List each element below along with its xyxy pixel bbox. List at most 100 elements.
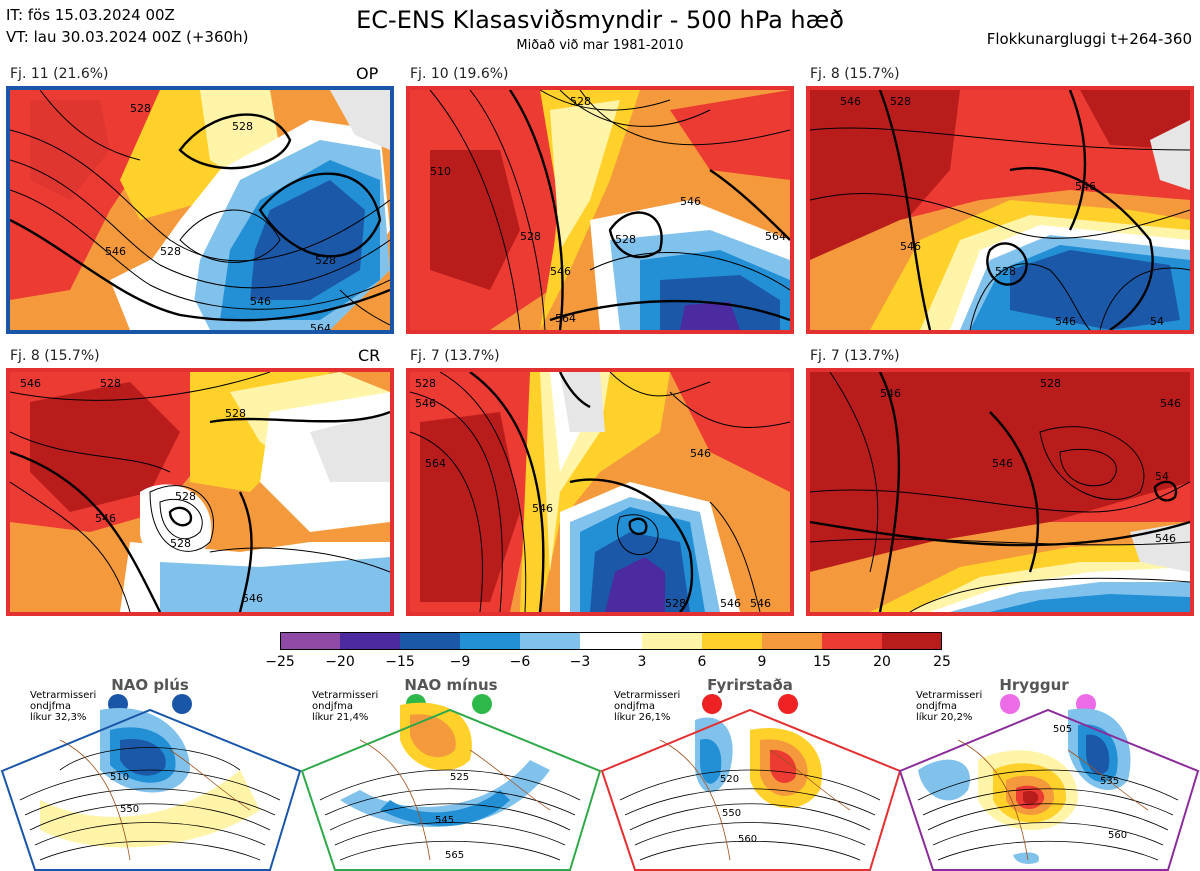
colorbar-swatch	[642, 632, 702, 650]
panel-1-contour-label: 564	[310, 322, 331, 330]
regime-4-probability: líkur 20,2%	[916, 712, 973, 723]
panel-4-label: Fj. 8 (15.7%)	[10, 348, 100, 364]
panel-3-contour-label: 546	[840, 95, 861, 108]
colorbar-tick: 3	[637, 654, 647, 670]
regime-4-map: 505 535 560	[898, 708, 1200, 871]
panel-4-contour-label: 546	[95, 512, 116, 525]
panel-2-contour-label: 510	[430, 165, 451, 178]
regime-4-contour-label: 505	[1053, 724, 1072, 735]
regime-2-name: NAO mínus	[404, 676, 498, 694]
colorbar-swatches	[280, 632, 942, 650]
regime-4-contour-label: 535	[1100, 776, 1119, 787]
panel-4-contour-label: 546	[20, 377, 41, 390]
panel-6-contour-label: 546	[1155, 532, 1176, 545]
map-panel-1: 528 528 546 528 528 546 564	[6, 86, 394, 334]
colorbar-tick: 15	[813, 654, 831, 670]
colorbar-swatch	[702, 632, 762, 650]
panel-5-contour-label: 546	[720, 597, 741, 610]
regime-4-contour-label: 560	[1108, 830, 1127, 841]
regime-4-name: Hryggur	[999, 676, 1069, 694]
panel-4-contour-label: 528	[175, 490, 196, 503]
panel-3-contour-label: 546	[1055, 315, 1076, 328]
regime-2-months: ondjfma	[312, 701, 353, 712]
colorbar-tick: 6	[697, 654, 707, 670]
colorbar-swatch	[520, 632, 580, 650]
colorbar-tick: 9	[757, 654, 767, 670]
regime-1-map: 510 550	[0, 708, 302, 871]
panel-2-contour-label: 564	[765, 230, 786, 243]
panel-1-contour-label: 528	[315, 254, 336, 267]
classification-window: Flokkunargluggi t+264-360	[986, 30, 1192, 48]
regime-3-contour-label: 550	[722, 808, 741, 819]
valid-time: VT: lau 30.03.2024 00Z (+360h)	[6, 28, 249, 46]
regime-4-months: ondjfma	[916, 701, 957, 712]
panel-5-contour-label: 528	[665, 597, 686, 610]
colorbar-tick: 25	[933, 654, 951, 670]
colorbar-tick: −6	[509, 654, 531, 670]
regime-3-dot	[778, 694, 798, 714]
regime-4-outline	[898, 708, 1200, 871]
panel-3-contour-label: 546	[1075, 180, 1096, 193]
panel-1-tag: OP	[356, 64, 379, 83]
regime-3-map: 520 550 560	[600, 708, 902, 871]
regime-2-contour-label: 545	[435, 815, 454, 826]
panel-2-contour-label: 564	[555, 312, 576, 325]
panel-1-contour-label: 528	[160, 245, 181, 258]
regime-3-dot	[702, 694, 722, 714]
panel-5-contour-label: 528	[415, 377, 436, 390]
regime-1-dot	[172, 694, 192, 714]
panel-5-contour-label: 546	[415, 397, 436, 410]
regime-2-contour-label: 525	[450, 772, 469, 783]
header-info: IT: fös 15.03.2024 00Z VT: lau 30.03.202…	[6, 4, 248, 48]
regime-1-months: ondjfma	[30, 701, 71, 712]
colorbar	[280, 632, 942, 650]
regime-3-name: Fyrirstaða	[707, 676, 793, 694]
panel-4-contour-label: 528	[100, 377, 121, 390]
regime-4-info: Vetrarmisseri ondjfma líkur 20,2%	[916, 690, 982, 723]
panel-1-contour-label: 528	[232, 120, 253, 133]
panel-5-contour-label: 564	[425, 457, 446, 470]
regime-3-contour-label: 560	[738, 834, 757, 845]
panel-2-contour-label: 528	[520, 230, 541, 243]
panel-1-label: Fj. 11 (21.6%)	[10, 66, 109, 82]
panel-1-contour-label: 546	[250, 295, 271, 308]
panel-3-contour-label: 528	[890, 95, 911, 108]
regime-3-contour-label: 520	[720, 774, 739, 785]
panel-1-contour-label: 528	[130, 102, 151, 115]
colorbar-tick: 20	[873, 654, 891, 670]
regime-1-season: Vetrarmisseri	[30, 690, 97, 701]
panel-6-contour-label: 546	[880, 387, 901, 400]
panel-2-contour-label: 546	[550, 265, 571, 278]
regime-1-outline	[0, 708, 302, 871]
map-panel-6: 546 528 546 546 54 546	[806, 368, 1194, 616]
colorbar-swatch	[580, 632, 642, 650]
page-subtitle: Miðað við mar 1981-2010	[516, 38, 684, 53]
map-panel-3: 546 528 546 546 528 546 54	[806, 86, 1194, 334]
colorbar-swatch	[762, 632, 822, 650]
panel-5-contour-label: 546	[690, 447, 711, 460]
regime-2-dot	[472, 694, 492, 714]
colorbar-tick: −15	[385, 654, 415, 670]
panel-6-label: Fj. 7 (13.7%)	[810, 348, 900, 364]
colorbar-swatch	[882, 632, 942, 650]
panel-3-label: Fj. 8 (15.7%)	[810, 66, 900, 82]
regime-2-contour-label: 565	[445, 850, 464, 861]
regime-1-probability: líkur 32,3%	[30, 712, 87, 723]
regime-1-contour-label: 510	[110, 772, 129, 783]
regime-2-info: Vetrarmisseri ondjfma líkur 21,4%	[312, 690, 378, 723]
colorbar-tick: −3	[569, 654, 591, 670]
initial-time: IT: fös 15.03.2024 00Z	[6, 6, 175, 24]
panel-4-contour-label: 528	[170, 537, 191, 550]
panel-2-contour-label: 528	[615, 233, 636, 246]
panel-6-contour-label: 546	[1160, 397, 1181, 410]
map-panel-2: 528 510 528 546 546 528 564 564	[406, 86, 794, 334]
regime-1-contour-label: 550	[120, 804, 139, 815]
panel-2-contour-label: 546	[680, 195, 701, 208]
page-title: EC-ENS Klasasviðsmyndir - 500 hPa hæð	[356, 6, 844, 34]
regime-3-months: ondjfma	[614, 701, 655, 712]
regime-2-season: Vetrarmisseri	[312, 690, 379, 701]
regime-1-name: NAO plús	[111, 676, 189, 694]
panel-2-contour-label: 528	[570, 95, 591, 108]
panel-4-contour-label: 546	[242, 592, 263, 605]
regime-3-season: Vetrarmisseri	[614, 690, 681, 701]
